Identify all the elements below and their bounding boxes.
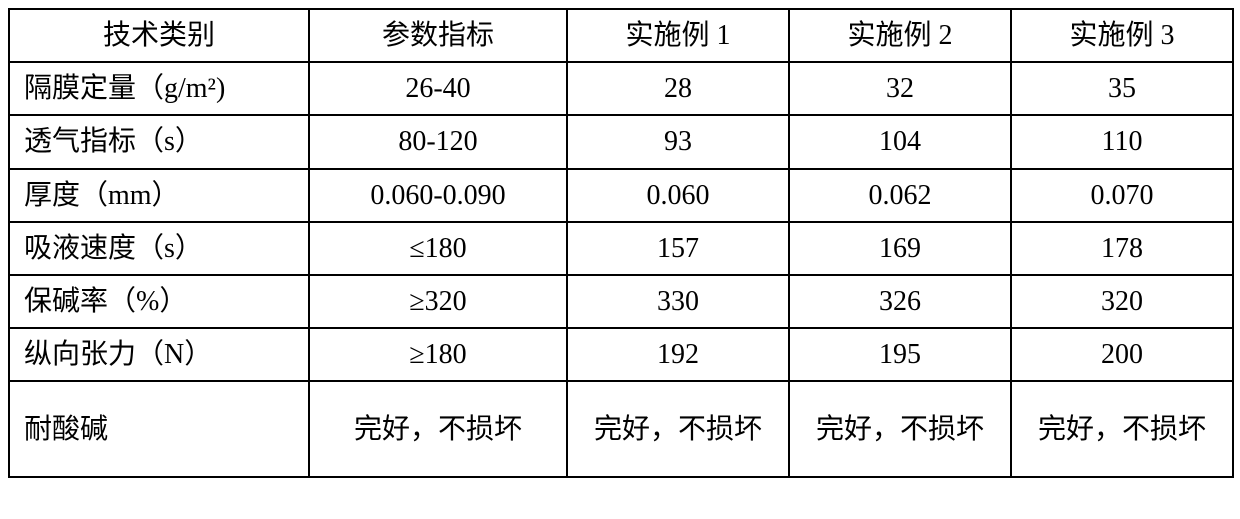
row-spec: 26-40 [309,62,567,115]
row-e1: 330 [567,275,789,328]
row-e2: 195 [789,328,1011,381]
row-spec: ≤180 [309,222,567,275]
row-e3: 35 [1011,62,1233,115]
col-header: 参数指标 [309,9,567,62]
col-header: 实施例 1 [567,9,789,62]
table-row: 耐酸碱 完好，不损坏 完好，不损坏 完好，不损坏 完好，不损坏 [9,381,1233,477]
row-label: 透气指标（s） [9,115,309,168]
row-e3: 320 [1011,275,1233,328]
row-label: 纵向张力（N） [9,328,309,381]
row-e1: 28 [567,62,789,115]
row-label: 保碱率（%） [9,275,309,328]
table-row: 厚度（mm） 0.060-0.090 0.060 0.062 0.070 [9,169,1233,222]
row-e3: 0.070 [1011,169,1233,222]
row-spec: 完好，不损坏 [309,381,567,477]
row-spec: ≥180 [309,328,567,381]
table-row: 吸液速度（s） ≤180 157 169 178 [9,222,1233,275]
row-e1: 192 [567,328,789,381]
col-header: 实施例 3 [1011,9,1233,62]
row-e2: 104 [789,115,1011,168]
row-e3: 178 [1011,222,1233,275]
row-e3: 110 [1011,115,1233,168]
row-spec: ≥320 [309,275,567,328]
table-header-row: 技术类别 参数指标 实施例 1 实施例 2 实施例 3 [9,9,1233,62]
row-spec: 80-120 [309,115,567,168]
row-e1: 157 [567,222,789,275]
col-header: 实施例 2 [789,9,1011,62]
row-e1: 0.060 [567,169,789,222]
row-e1: 完好，不损坏 [567,381,789,477]
row-e1: 93 [567,115,789,168]
row-e2: 完好，不损坏 [789,381,1011,477]
row-e3: 完好，不损坏 [1011,381,1233,477]
table-row: 隔膜定量（g/m²) 26-40 28 32 35 [9,62,1233,115]
col-header: 技术类别 [9,9,309,62]
table-row: 透气指标（s） 80-120 93 104 110 [9,115,1233,168]
row-e3: 200 [1011,328,1233,381]
table-row: 纵向张力（N） ≥180 192 195 200 [9,328,1233,381]
row-spec: 0.060-0.090 [309,169,567,222]
table-row: 保碱率（%） ≥320 330 326 320 [9,275,1233,328]
row-label: 耐酸碱 [9,381,309,477]
row-label: 隔膜定量（g/m²) [9,62,309,115]
row-label: 吸液速度（s） [9,222,309,275]
row-e2: 32 [789,62,1011,115]
row-label: 厚度（mm） [9,169,309,222]
spec-table: 技术类别 参数指标 实施例 1 实施例 2 实施例 3 隔膜定量（g/m²) 2… [8,8,1234,478]
row-e2: 0.062 [789,169,1011,222]
row-e2: 326 [789,275,1011,328]
row-e2: 169 [789,222,1011,275]
